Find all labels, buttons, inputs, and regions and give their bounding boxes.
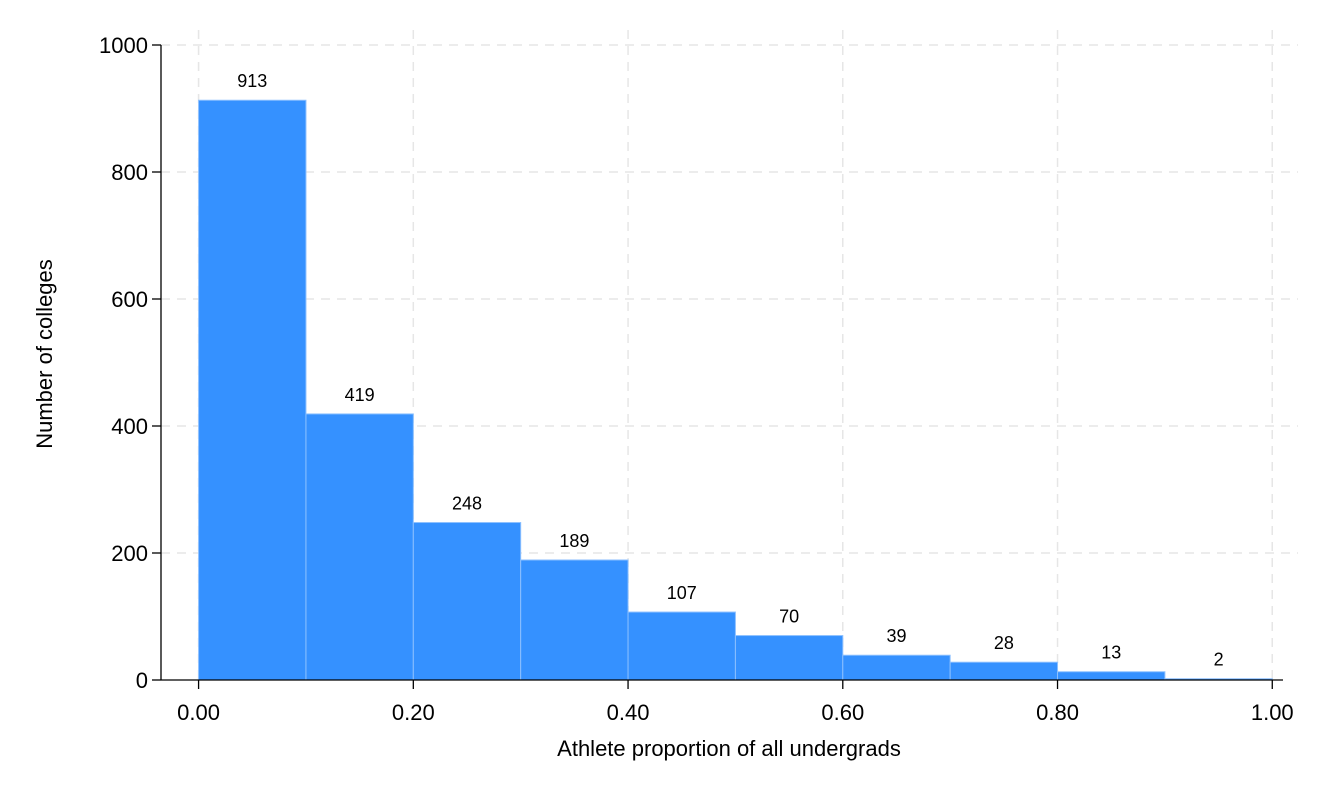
y-tick-label: 0 <box>136 668 148 693</box>
bar-value-label: 2 <box>1214 650 1224 670</box>
bar-value-label: 13 <box>1101 643 1121 663</box>
y-tick-label: 800 <box>111 160 148 185</box>
y-tick-label: 200 <box>111 541 148 566</box>
grid-layer <box>161 30 1298 680</box>
bar-value-label: 913 <box>237 71 267 91</box>
x-tick-label: 1.00 <box>1251 700 1294 725</box>
axes-layer <box>152 44 1283 689</box>
bar-value-label: 248 <box>452 494 482 514</box>
x-tick-label: 0.60 <box>821 700 864 725</box>
histogram-bar <box>305 413 414 681</box>
bar-value-label: 28 <box>994 633 1014 653</box>
histogram-bar <box>198 99 307 681</box>
x-tick-label: 0.80 <box>1036 700 1079 725</box>
histogram-bar <box>520 559 629 681</box>
bar-value-label: 39 <box>886 626 906 646</box>
histogram-bar <box>1057 671 1166 681</box>
bar-value-label: 107 <box>667 583 697 603</box>
y-tick-label: 1000 <box>99 33 148 58</box>
bar-value-label: 70 <box>779 607 799 627</box>
x-tick-label: 0.40 <box>607 700 650 725</box>
histogram-bar <box>412 522 522 681</box>
x-tick-label: 0.20 <box>392 700 435 725</box>
bars-layer <box>198 99 1273 681</box>
labels-layer: 913 419 248 189 107 70 39 28 13 2 0 200 400 600 800 100… <box>99 33 1294 725</box>
y-tick-label: 600 <box>111 287 148 312</box>
histogram-bar <box>842 654 951 681</box>
histogram-bar <box>949 661 1059 681</box>
x-axis-title: Athlete proportion of all undergrads <box>557 736 901 761</box>
x-tick-label: 0.00 <box>177 700 220 725</box>
histogram-bar <box>627 611 736 681</box>
y-tick-label: 400 <box>111 414 148 439</box>
histogram-bar <box>734 635 844 681</box>
bar-value-label: 419 <box>345 385 375 405</box>
y-axis-title: Number of colleges <box>32 259 57 449</box>
bar-value-label: 189 <box>559 531 589 551</box>
